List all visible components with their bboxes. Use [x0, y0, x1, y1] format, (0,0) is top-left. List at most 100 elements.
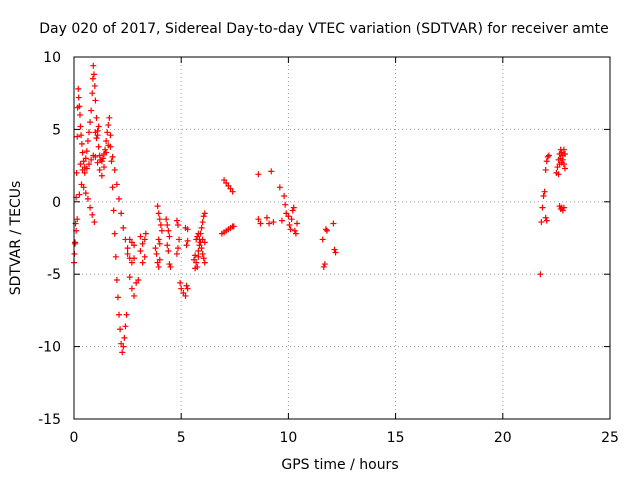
- data-point-plus-marker: [281, 193, 288, 200]
- y-tick-label: -5: [47, 267, 61, 283]
- data-point-plus-marker: [255, 216, 262, 223]
- data-point-plus-marker: [91, 82, 98, 89]
- data-point-plus-marker: [75, 94, 82, 101]
- data-point-plus-marker: [114, 294, 121, 301]
- data-point-plus-marker: [287, 226, 294, 233]
- data-point-plus-marker: [155, 263, 162, 270]
- data-point-plus-marker: [94, 127, 101, 134]
- data-point-plus-marker: [103, 149, 110, 156]
- data-point-plus-marker: [77, 111, 84, 118]
- data-point-plus-marker: [139, 259, 146, 266]
- data-point-plus-marker: [164, 221, 171, 228]
- y-tick-label: -10: [38, 340, 61, 356]
- data-point-plus-marker: [109, 184, 116, 191]
- data-point-plus-marker: [178, 285, 185, 292]
- data-point-plus-marker: [98, 172, 105, 179]
- data-point-plus-marker: [541, 188, 548, 195]
- y-tick-label: 0: [52, 195, 61, 211]
- data-point-plus-marker: [99, 155, 106, 162]
- data-point-plus-marker: [95, 143, 102, 150]
- data-point-plus-marker: [156, 240, 163, 247]
- data-point-plus-marker: [103, 137, 110, 144]
- data-point-plus-marker: [323, 227, 330, 234]
- data-point-plus-marker: [184, 237, 191, 244]
- data-point-plus-marker: [76, 103, 83, 110]
- data-point-plus-marker: [560, 146, 567, 153]
- data-point-plus-marker: [177, 279, 184, 286]
- x-axis-label: GPS time / hours: [281, 457, 398, 473]
- data-point-plus-marker: [117, 326, 124, 333]
- data-point-plus-marker: [184, 285, 191, 292]
- data-point-plus-marker: [200, 255, 207, 262]
- data-point-plus-marker: [141, 236, 148, 243]
- data-point-plus-marker: [84, 137, 91, 144]
- data-point-plus-marker: [321, 261, 328, 268]
- data-point-plus-marker: [155, 210, 162, 217]
- data-point-plus-marker: [124, 250, 131, 257]
- data-point-plus-marker: [126, 274, 133, 281]
- data-point-plus-marker: [77, 123, 84, 130]
- data-point-plus-marker: [560, 204, 567, 211]
- data-point-plus-marker: [330, 220, 337, 227]
- data-point-plus-marker: [270, 219, 277, 226]
- data-point-plus-marker: [561, 151, 568, 158]
- data-point-plus-marker: [164, 242, 171, 249]
- data-point-plus-marker: [167, 263, 174, 270]
- data-point-plus-marker: [74, 216, 81, 223]
- data-point-plus-marker: [72, 240, 79, 247]
- data-point-plus-marker: [124, 245, 131, 252]
- data-point-plus-marker: [282, 201, 289, 208]
- data-point-plus-marker: [201, 210, 208, 217]
- data-point-plus-marker: [195, 248, 202, 255]
- data-point-plus-marker: [90, 62, 97, 69]
- data-point-plus-marker: [110, 207, 117, 214]
- data-point-plus-marker: [102, 146, 109, 153]
- data-point-plus-marker: [257, 220, 264, 227]
- data-point-plus-marker: [201, 259, 208, 266]
- data-point-plus-marker: [116, 311, 123, 318]
- data-point-plus-marker: [288, 216, 295, 223]
- data-point-plus-marker: [198, 224, 205, 231]
- data-point-plus-marker: [137, 233, 144, 240]
- data-point-plus-marker: [558, 159, 565, 166]
- data-point-plus-marker: [290, 204, 297, 211]
- data-point-plus-marker: [89, 90, 96, 97]
- data-point-plus-marker: [201, 239, 208, 246]
- data-point-plus-marker: [166, 261, 173, 268]
- data-point-plus-marker: [183, 282, 190, 289]
- data-point-plus-marker: [128, 285, 135, 292]
- data-point-plus-marker: [90, 71, 97, 78]
- data-point-plus-marker: [193, 259, 200, 266]
- data-point-plus-marker: [113, 181, 120, 188]
- data-point-plus-marker: [105, 122, 112, 129]
- data-point-plus-marker: [184, 226, 191, 233]
- data-point-plus-marker: [278, 217, 285, 224]
- data-point-plus-marker: [128, 259, 135, 266]
- data-point-plus-marker: [98, 158, 105, 165]
- data-point-plus-marker: [131, 292, 138, 299]
- data-point-plus-marker: [119, 349, 126, 356]
- data-point-plus-marker: [111, 166, 118, 173]
- data-point-plus-marker: [166, 233, 173, 240]
- data-point-plus-marker: [83, 165, 90, 172]
- data-point-plus-marker: [174, 221, 181, 228]
- data-point-plus-marker: [544, 153, 551, 160]
- data-point-plus-marker: [112, 253, 119, 260]
- x-tick-label: 15: [387, 430, 405, 446]
- data-point-plus-marker: [291, 227, 298, 234]
- data-point-plus-marker: [104, 129, 111, 136]
- data-point-plus-marker: [93, 135, 100, 142]
- data-point-plus-marker: [198, 245, 205, 252]
- data-point-plus-marker: [555, 171, 562, 178]
- data-point-plus-marker: [118, 210, 125, 217]
- data-point-plus-marker: [173, 250, 180, 257]
- data-point-plus-marker: [561, 165, 568, 172]
- data-point-plus-marker: [539, 204, 546, 211]
- x-tick-label: 5: [177, 430, 186, 446]
- data-point-plus-marker: [268, 168, 275, 175]
- data-point-plus-marker: [183, 242, 190, 249]
- data-point-plus-marker: [174, 245, 181, 252]
- data-point-plus-marker: [121, 334, 128, 341]
- data-point-plus-marker: [73, 169, 80, 176]
- data-point-plus-marker: [195, 253, 202, 260]
